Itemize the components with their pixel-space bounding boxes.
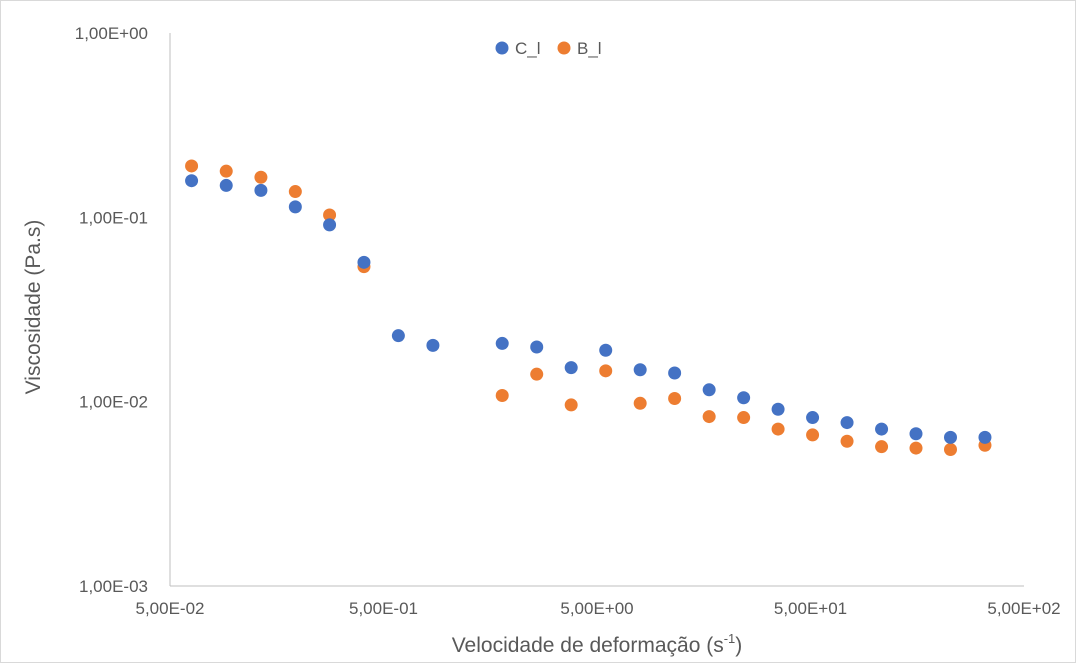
data-point-B_l [254, 170, 268, 184]
data-point-C_l [391, 329, 405, 343]
data-point-C_l [875, 422, 889, 436]
data-point-B_l [702, 410, 716, 424]
data-point-C_l [426, 338, 440, 352]
x-tick-label: 5,00E+02 [987, 599, 1060, 618]
legend-label: C_l [515, 39, 541, 58]
data-point-C_l [185, 174, 199, 188]
data-point-B_l [323, 208, 337, 222]
data-point-B_l [530, 367, 544, 381]
data-point-B_l [564, 398, 578, 412]
x-tick-label: 5,00E+01 [774, 599, 847, 618]
data-point-C_l [840, 416, 854, 430]
y-tick-label: 1,00E+00 [75, 24, 148, 43]
x-axis-title-main: Velocidade de deformação (s [452, 634, 724, 657]
data-point-B_l [943, 443, 957, 457]
data-point-C_l [564, 361, 578, 375]
data-point-C_l [909, 427, 923, 441]
x-axis-title: Velocidade de deformação (s-1) [452, 631, 743, 657]
legend: C_l B_l [495, 39, 602, 58]
data-point-C_l [737, 391, 751, 405]
data-point-C_l [254, 183, 268, 197]
data-point-C_l [771, 402, 785, 416]
data-point-B_l [288, 185, 302, 199]
data-point-B_l [219, 164, 233, 178]
data-point-B_l [771, 422, 785, 436]
data-point-B_l [495, 389, 509, 403]
y-tick-label: 1,00E-03 [79, 577, 148, 596]
data-points [185, 159, 992, 457]
data-point-B_l [668, 392, 682, 406]
data-point-B_l [840, 434, 854, 448]
y-axis-title: Viscosidade (Pa.s) [22, 220, 45, 395]
data-point-C_l [633, 363, 647, 377]
x-tick-label: 5,00E+00 [560, 599, 633, 618]
data-point-B_l [185, 159, 199, 173]
axes [169, 33, 1024, 587]
data-point-B_l [806, 428, 820, 442]
legend-marker [557, 41, 571, 55]
data-point-C_l [357, 255, 371, 269]
data-point-B_l [875, 440, 889, 454]
legend-label: B_l [577, 39, 602, 58]
data-point-B_l [633, 396, 647, 410]
data-point-C_l [978, 430, 992, 444]
data-point-B_l [599, 364, 613, 378]
data-point-C_l [702, 383, 716, 397]
data-point-C_l [599, 343, 613, 357]
data-point-C_l [323, 218, 337, 232]
x-axis-title-end: ) [735, 634, 742, 657]
y-tick-label: 1,00E-02 [79, 393, 148, 412]
y-tick-label: 1,00E-01 [79, 208, 148, 227]
data-point-C_l [288, 200, 302, 214]
data-point-C_l [943, 430, 957, 444]
legend-marker [495, 41, 509, 55]
x-axis-title-superscript: -1 [724, 631, 736, 646]
data-point-C_l [530, 340, 544, 354]
data-point-C_l [219, 178, 233, 192]
x-tick-label: 5,00E-02 [136, 599, 205, 618]
x-tick-label: 5,00E-01 [349, 599, 418, 618]
data-point-C_l [495, 336, 509, 350]
data-point-B_l [737, 411, 751, 425]
y-tick-labels: 1,00E+00 1,00E-01 1,00E-02 1,00E-03 [75, 24, 148, 596]
x-tick-labels: 5,00E-02 5,00E-01 5,00E+00 5,00E+01 5,00E+02 [136, 599, 1061, 618]
data-point-B_l [909, 441, 923, 455]
data-point-C_l [806, 411, 820, 425]
data-point-C_l [668, 366, 682, 380]
